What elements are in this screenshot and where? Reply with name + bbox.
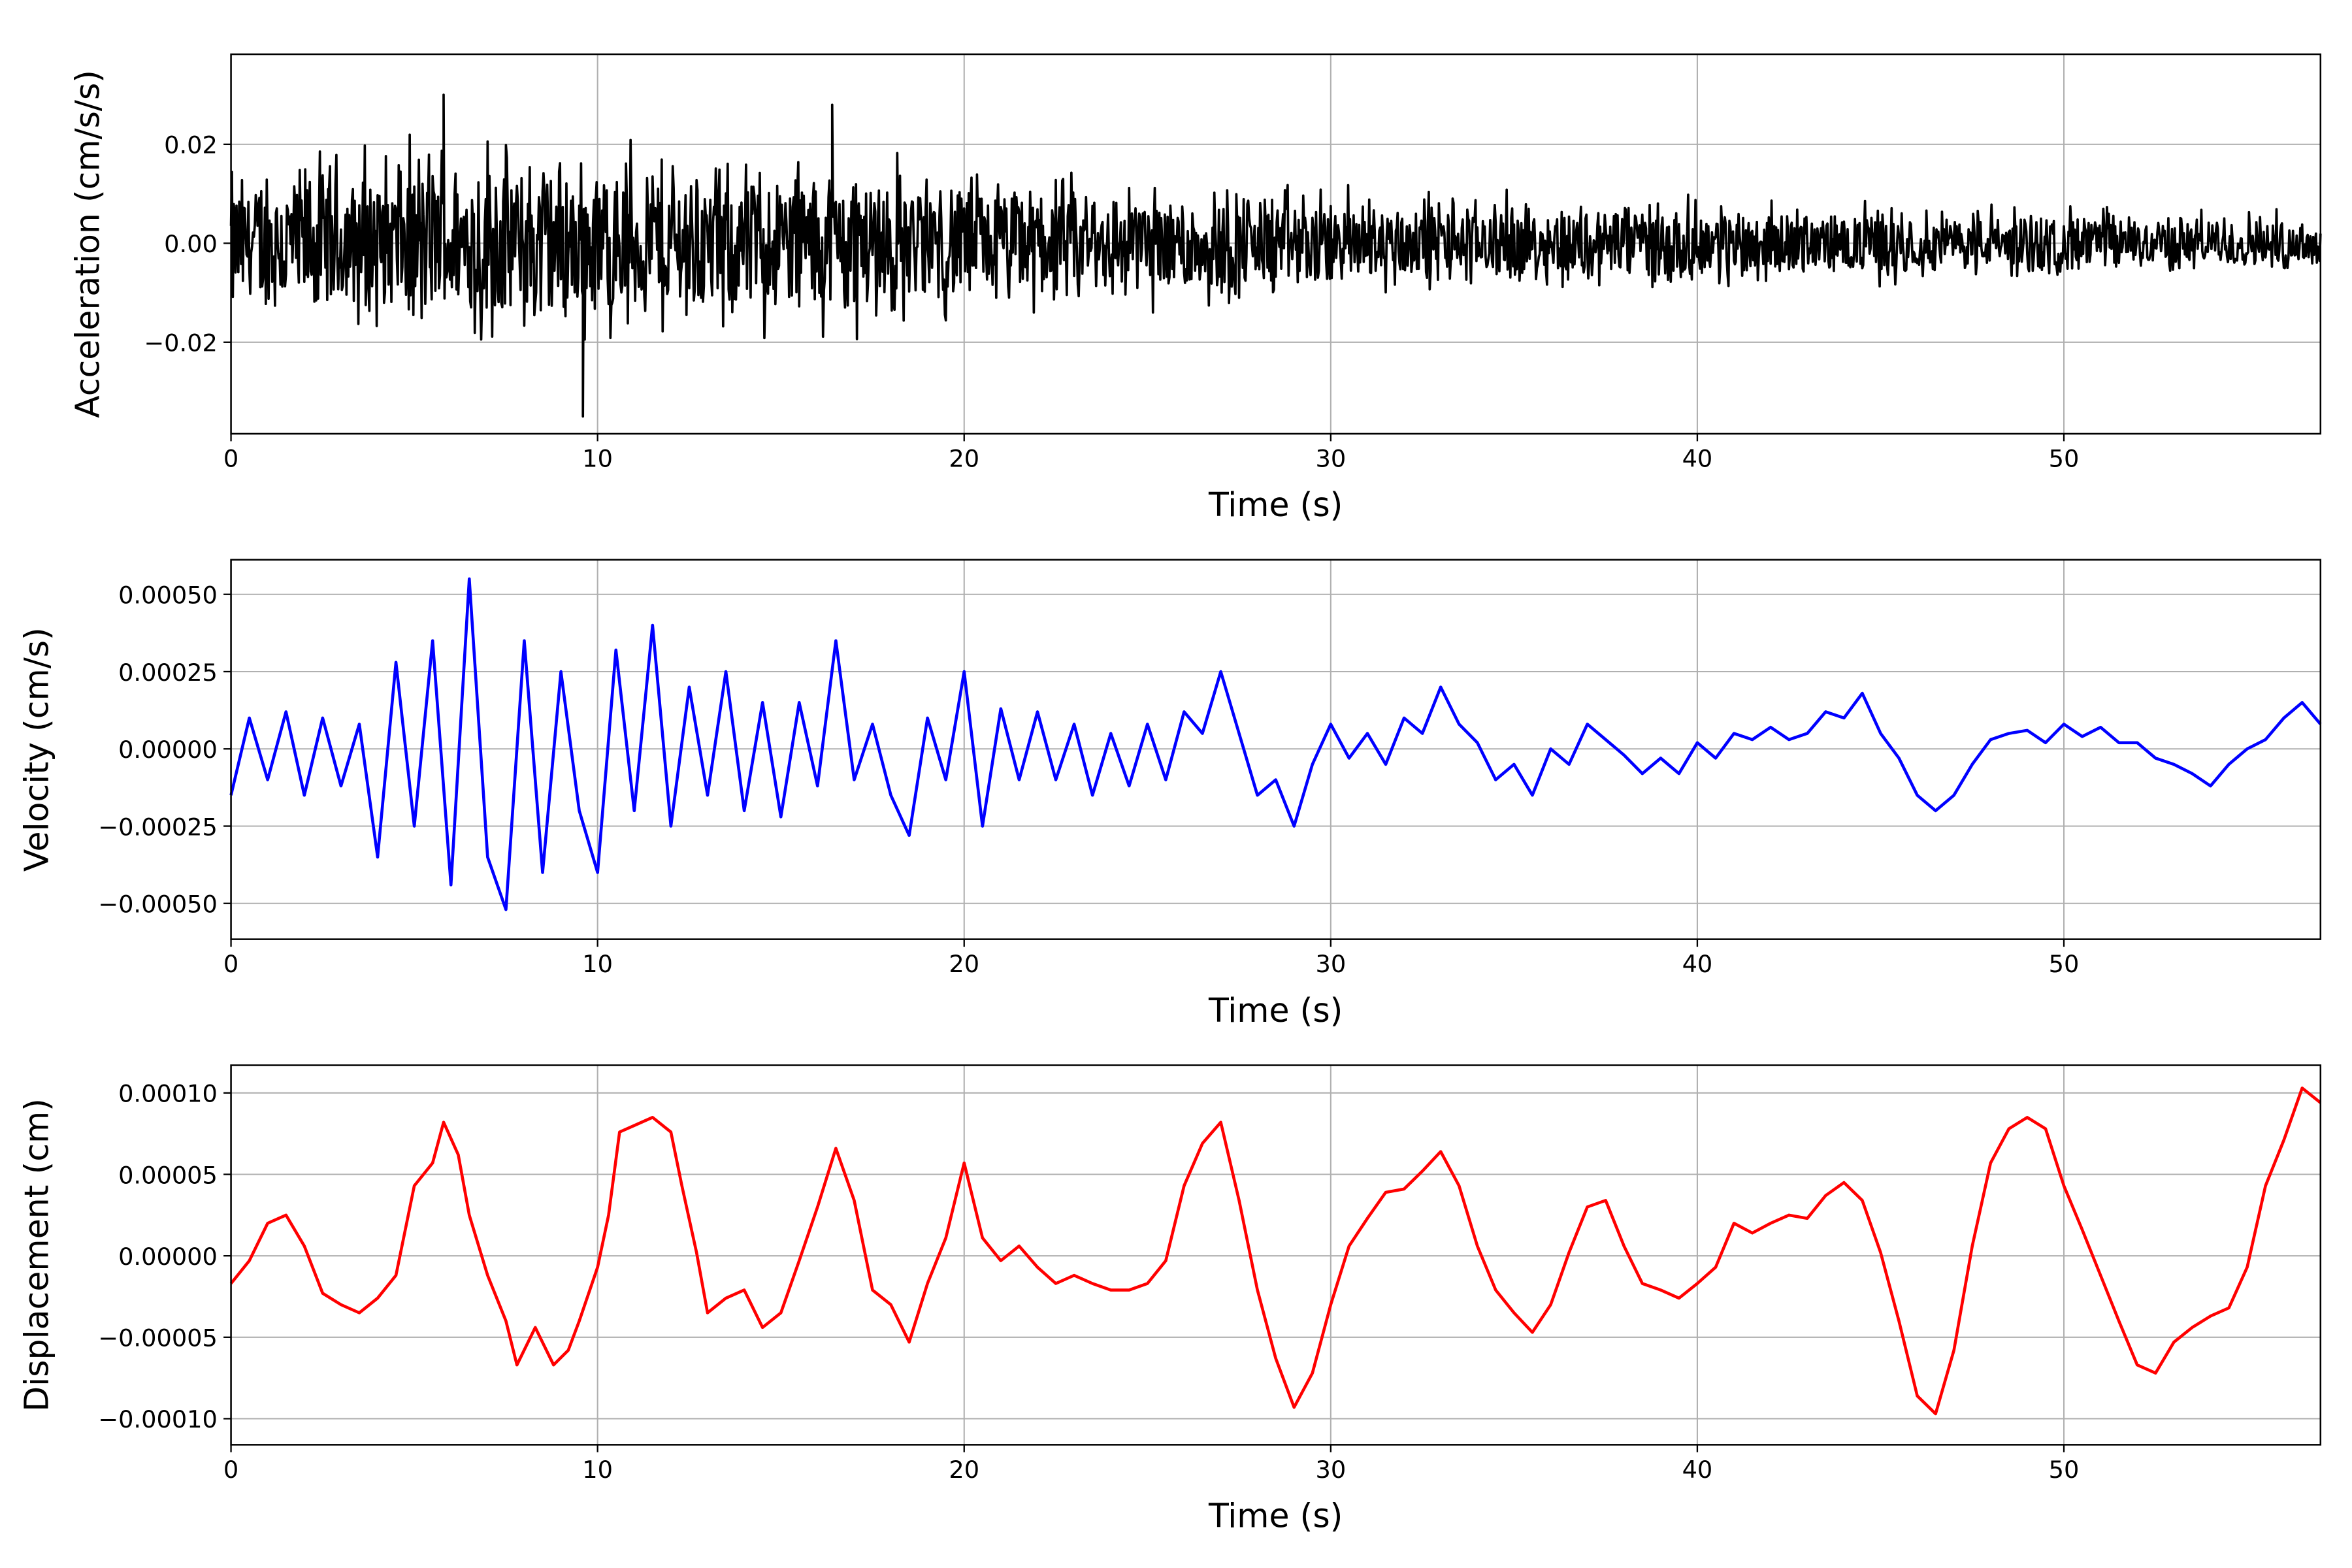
y-axis-label: Displacement (cm) [17,1098,56,1412]
y-tick-label: 0.00010 [118,1080,218,1108]
y-tick-label: −0.00025 [98,813,218,841]
y-tick-label: 0.00050 [118,581,218,610]
y-tick-label: 0.00000 [118,1243,218,1271]
x-tick-label: 0 [223,444,238,472]
x-tick-label: 10 [582,444,613,472]
displacement-subplot: 0 10 20 30 40 50 −0.00010 −0.00005 0.00000 0.0000… [17,1064,2322,1535]
x-tick-label: 50 [2049,950,2080,978]
x-axis-label: Time (s) [1208,1497,1343,1535]
axes-frame [230,1064,2322,1446]
data-series-line [229,1086,2322,1416]
x-tick-label: 10 [582,1456,613,1484]
x-tick-label: 30 [1315,444,1346,472]
x-tick-label: 0 [223,1456,238,1484]
x-tick-label: 40 [1682,444,1713,472]
y-tick-label: −0.00005 [98,1324,218,1352]
y-tick-label: 0.00005 [118,1161,218,1189]
y-tick-label: 0.00025 [118,659,218,687]
data-series-line [229,93,2322,418]
x-tick-label: 10 [582,950,613,978]
x-tick-label: 30 [1315,950,1346,978]
y-tick-label: 0.00000 [118,736,218,764]
x-tick-label: 20 [949,950,979,978]
y-tick-label: 0.02 [164,131,218,159]
x-tick-label: 20 [949,444,979,472]
x-axis-label: Time (s) [1208,485,1343,524]
data-series-line [229,577,2322,911]
x-tick-label: 50 [2049,444,2080,472]
y-axis-label: Acceleration (cm/s/s) [69,70,107,418]
y-axis-label: Velocity (cm/s) [17,627,56,872]
x-tick-label: 40 [1682,950,1713,978]
x-tick-label: 30 [1315,1456,1346,1484]
y-tick-label: −0.00010 [98,1405,218,1433]
y-tick-label: 0.00 [164,230,218,258]
x-tick-label: 50 [2049,1456,2080,1484]
y-tick-label: −0.00050 [98,890,218,919]
x-tick-label: 40 [1682,1456,1713,1484]
x-tick-label: 0 [223,950,238,978]
x-axis-label: Time (s) [1208,991,1343,1030]
y-tick-label: −0.02 [144,329,218,357]
x-tick-label: 20 [949,1456,979,1484]
velocity-subplot: 0 10 20 30 40 50 −0.00050 −0.00025 0.00000 0.0002… [17,559,2322,1030]
acceleration-subplot: 0 10 20 30 40 50 −0.02 0.00 0.02 Time (s) Accelera… [69,53,2322,524]
